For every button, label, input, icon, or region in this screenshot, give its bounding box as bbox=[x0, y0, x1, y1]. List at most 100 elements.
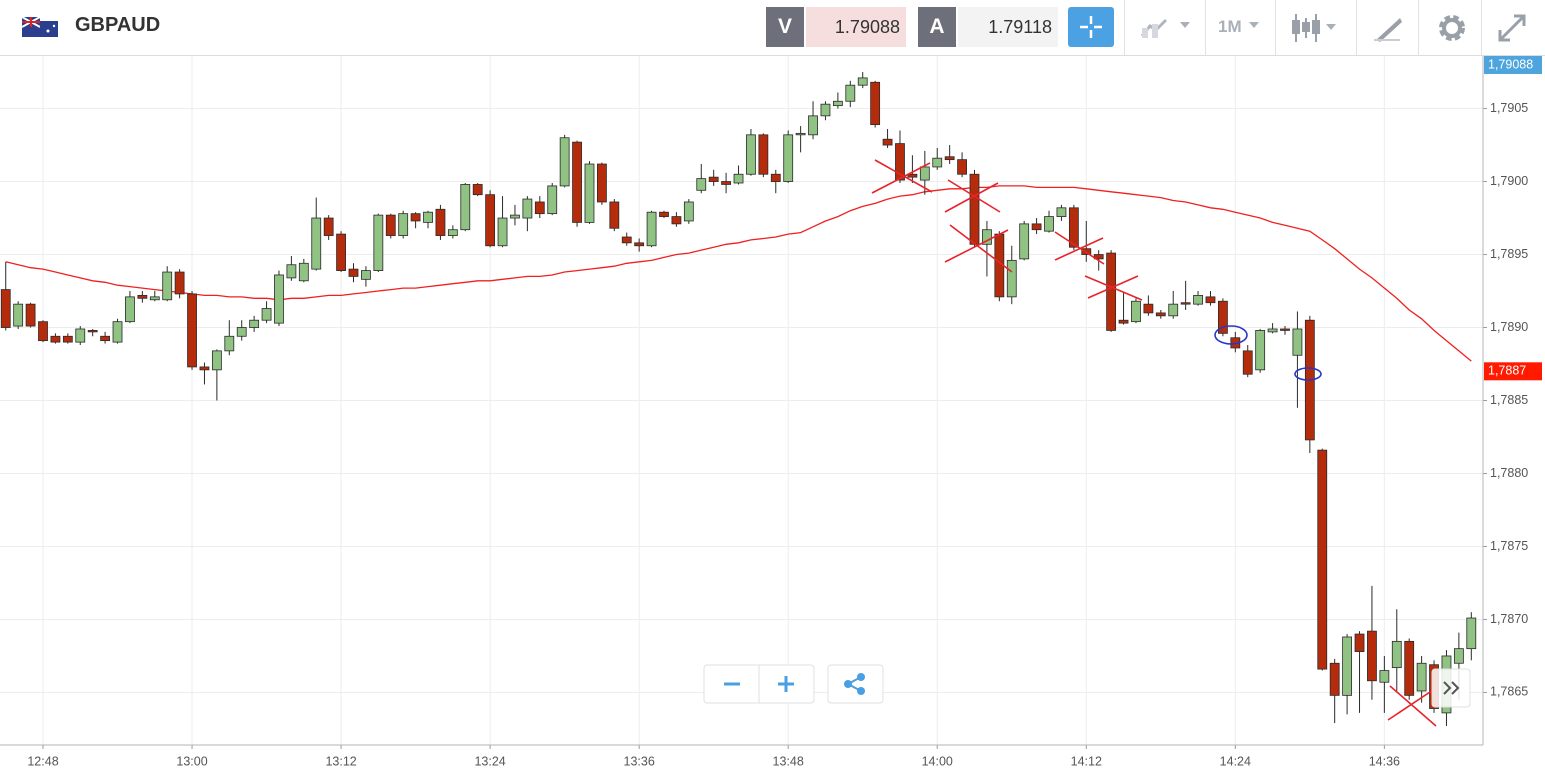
x-tick-label: 14:12 bbox=[1071, 754, 1102, 768]
candle-body bbox=[808, 115, 818, 136]
candle-body bbox=[584, 163, 595, 223]
fullscreen-button[interactable] bbox=[1496, 12, 1528, 44]
sell-price[interactable]: 1.79088 bbox=[806, 7, 906, 47]
candle-body bbox=[1006, 259, 1017, 298]
y-tick-label: 1,7890 bbox=[1490, 320, 1528, 334]
candle-body bbox=[882, 138, 893, 146]
candle-body bbox=[1453, 648, 1464, 664]
candle-body bbox=[1068, 207, 1079, 248]
annotation-circles bbox=[1214, 325, 1322, 381]
candle-body bbox=[1391, 640, 1402, 669]
candle-body bbox=[398, 213, 409, 236]
candle-body bbox=[982, 229, 992, 245]
candle-body bbox=[1143, 303, 1154, 314]
candle-body bbox=[1329, 662, 1340, 696]
chart-type-button[interactable] bbox=[1140, 14, 1192, 40]
candle-body bbox=[547, 185, 558, 215]
candle-body bbox=[1218, 300, 1228, 334]
candle-body bbox=[659, 211, 669, 217]
crosshair-button[interactable] bbox=[1068, 7, 1114, 47]
candle-body bbox=[410, 213, 421, 222]
annotation-crosses bbox=[871, 159, 1437, 727]
y-tick-label: 1,7880 bbox=[1490, 466, 1528, 480]
candle-body bbox=[0, 289, 11, 328]
candle-body bbox=[199, 366, 210, 371]
candle-body bbox=[1193, 294, 1203, 305]
candle-body bbox=[770, 173, 781, 182]
sell-label[interactable]: V bbox=[766, 7, 804, 47]
candle-body bbox=[845, 84, 856, 102]
candle-body bbox=[522, 198, 533, 219]
toolbar: GBPAUD V 1.79088 A 1.79118 1M bbox=[0, 0, 1545, 56]
candle-body bbox=[224, 335, 235, 352]
candle-body bbox=[373, 214, 384, 271]
candle-body bbox=[25, 303, 36, 327]
candle-body bbox=[783, 134, 794, 182]
x-tick-label: 14:24 bbox=[1220, 754, 1251, 768]
y-tick-label: 1,7905 bbox=[1490, 101, 1528, 115]
candle-body bbox=[472, 184, 483, 196]
candle-body bbox=[38, 321, 48, 342]
candle-body bbox=[274, 274, 284, 324]
candle-type-button[interactable] bbox=[1290, 12, 1346, 44]
ma-price-label: 1,7887 bbox=[1488, 364, 1526, 378]
candle-body bbox=[597, 163, 607, 203]
candle-body bbox=[1317, 449, 1328, 670]
candle-body bbox=[795, 132, 806, 136]
separator bbox=[1205, 0, 1206, 55]
candle-body bbox=[1118, 319, 1129, 324]
candle-body bbox=[1031, 223, 1042, 231]
candle-body bbox=[1205, 296, 1216, 304]
candle-body bbox=[236, 327, 247, 337]
share-button[interactable] bbox=[827, 664, 884, 704]
candle-body bbox=[683, 201, 694, 222]
candle-body bbox=[1354, 633, 1365, 652]
candle-body bbox=[336, 233, 346, 271]
zoom-buttons[interactable] bbox=[703, 664, 815, 704]
y-tick-label: 1,7885 bbox=[1490, 393, 1528, 407]
separator bbox=[1481, 0, 1482, 55]
timeframe[interactable]: 1M bbox=[1218, 17, 1242, 36]
candle-body bbox=[708, 176, 719, 182]
separator bbox=[1275, 0, 1276, 55]
candle-body bbox=[1416, 662, 1427, 692]
candle-body bbox=[621, 236, 632, 244]
candle-body bbox=[298, 262, 309, 282]
candle-body bbox=[646, 211, 657, 247]
candle-body bbox=[733, 173, 744, 184]
y-tick-label: 1,7900 bbox=[1490, 174, 1528, 188]
last-price-label: 1,79088 bbox=[1488, 57, 1533, 71]
flag-icon bbox=[22, 17, 58, 37]
candle-body bbox=[460, 184, 471, 231]
candle-body bbox=[559, 137, 570, 187]
candle-body bbox=[746, 134, 756, 175]
candle-body bbox=[1242, 350, 1253, 375]
candle-body bbox=[907, 173, 918, 178]
settings-button[interactable] bbox=[1436, 12, 1468, 44]
candle-body bbox=[758, 134, 769, 175]
scroll-end-button[interactable] bbox=[1431, 668, 1471, 708]
candle-body bbox=[100, 335, 110, 342]
moving-average-line bbox=[5, 185, 1472, 362]
candle-body bbox=[497, 217, 508, 247]
candle-body bbox=[149, 296, 160, 301]
candle-body bbox=[1106, 252, 1117, 331]
candle-body bbox=[1044, 216, 1054, 232]
buy-price[interactable]: 1.79118 bbox=[958, 7, 1058, 47]
draw-button[interactable] bbox=[1372, 14, 1404, 42]
candle-body bbox=[1367, 630, 1377, 682]
candle-body bbox=[423, 211, 433, 223]
candle-body bbox=[50, 335, 61, 343]
candle-body bbox=[385, 214, 396, 236]
candle-body bbox=[1019, 223, 1030, 260]
candle-body bbox=[957, 159, 967, 175]
candle-body bbox=[447, 229, 458, 236]
candle-body bbox=[1168, 303, 1179, 317]
candle-body bbox=[1131, 300, 1141, 323]
candle-body bbox=[1292, 328, 1303, 356]
buy-label[interactable]: A bbox=[918, 7, 956, 47]
ma-price-box bbox=[1484, 362, 1542, 381]
candle-body bbox=[609, 201, 620, 229]
candle-body bbox=[510, 214, 520, 219]
